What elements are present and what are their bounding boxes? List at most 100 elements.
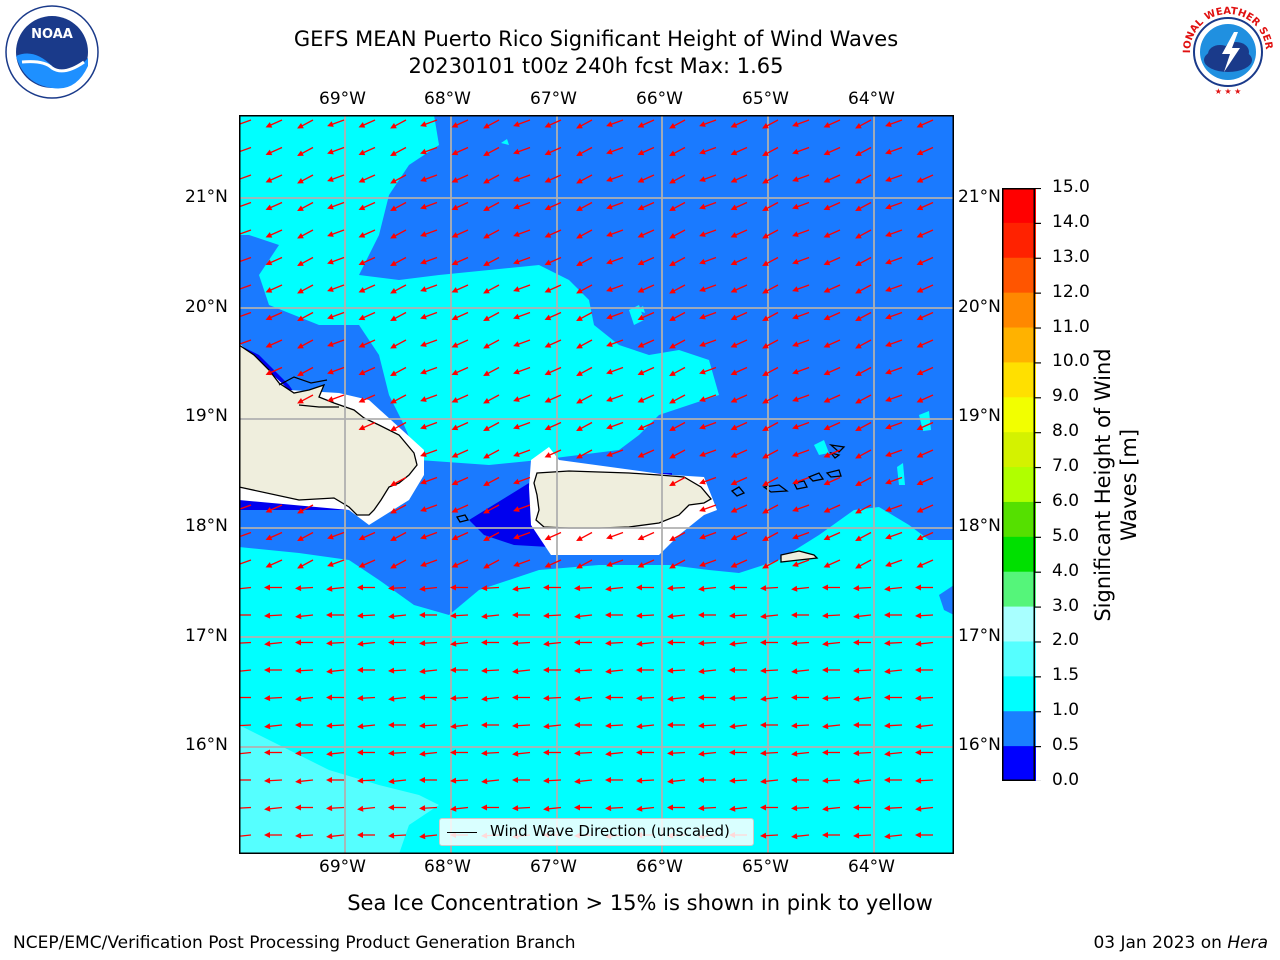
- wave-direction-arrowhead: [729, 805, 736, 812]
- wave-direction-arrowhead: [450, 640, 457, 647]
- wave-direction-arrowhead: [357, 584, 363, 591]
- wave-direction-arrowhead: [791, 750, 798, 757]
- wave-direction-arrowhead: [451, 314, 459, 321]
- wave-direction-arrowhead: [853, 722, 859, 728]
- wave-direction-arrowhead: [636, 640, 643, 647]
- wave-direction-arrowhead: [481, 778, 488, 785]
- wave-direction-arrowhead: [915, 777, 922, 784]
- wave-band-1.0-1.5-east-patch: [939, 585, 954, 615]
- wave-direction-arrowhead: [451, 424, 459, 431]
- wave-direction-arrowhead: [916, 342, 924, 348]
- wave-direction-arrowhead: [791, 668, 798, 675]
- wave-direction-arrowhead: [357, 832, 363, 838]
- wave-direction-arrowhead: [792, 148, 799, 155]
- wave-direction-arrowhead: [637, 122, 645, 128]
- wave-direction-arrowhead: [669, 452, 676, 459]
- wave-direction-arrowhead: [544, 149, 552, 156]
- wave-direction-arrowhead: [855, 562, 862, 569]
- wave-direction-arrowhead: [762, 452, 769, 459]
- wave-direction-arrowhead: [699, 258, 706, 265]
- wave-direction-arrowhead: [855, 452, 862, 459]
- wave-direction-arrowhead: [512, 805, 519, 812]
- map-legend: Wind Wave Direction (unscaled): [439, 818, 754, 846]
- wave-direction-arrowhead: [915, 749, 921, 756]
- wave-direction-arrowhead: [483, 150, 490, 156]
- wave-direction-arrowhead: [513, 341, 520, 347]
- wave-direction-arrowhead: [327, 231, 334, 237]
- colorbar-segment: [1002, 362, 1036, 398]
- wave-direction-arrowhead: [699, 368, 706, 375]
- wave-direction-arrowhead: [450, 749, 456, 756]
- wave-direction-arrowhead: [357, 805, 364, 812]
- wave-direction-arrowhead: [451, 204, 459, 211]
- wave-direction-arrowhead: [699, 286, 706, 292]
- wave-direction-arrowhead: [729, 695, 736, 702]
- wave-direction-arrowhead: [326, 668, 333, 675]
- map-frame: [239, 115, 954, 854]
- wave-direction-arrowhead: [885, 478, 892, 485]
- wave-direction-arrowhead: [265, 287, 273, 293]
- colorbar-segment: [1002, 606, 1036, 642]
- lon-label-top-69w: 69°W: [319, 89, 366, 109]
- wave-band-speck-3: [897, 463, 905, 485]
- wave-direction-arrowhead: [823, 342, 831, 348]
- wave-direction-arrowhead: [420, 423, 427, 430]
- wave-direction-arrowhead: [451, 507, 459, 513]
- wave-direction-arrowhead: [916, 149, 924, 156]
- wave-direction-arrowhead: [915, 667, 921, 673]
- lat-label-left-20n: 20°N: [185, 297, 228, 317]
- wave-direction-arrowhead: [605, 750, 612, 757]
- wave-direction-arrowhead: [791, 805, 798, 812]
- wave-direction-arrowhead: [544, 424, 552, 431]
- wave-direction-arrowhead: [327, 396, 334, 402]
- wave-direction-arrowhead: [358, 177, 366, 183]
- wave-direction-arrowhead: [512, 585, 519, 592]
- wave-direction-arrowhead: [729, 749, 735, 756]
- wave-direction-arrowhead: [451, 534, 459, 541]
- wave-direction-arrowhead: [451, 149, 459, 156]
- wave-direction-arrowhead: [513, 533, 520, 540]
- wave-direction-arrowhead: [823, 149, 831, 156]
- wave-direction-arrowhead: [698, 640, 705, 647]
- wave-direction-arrowhead: [730, 177, 738, 183]
- wave-direction-arrowhead: [606, 451, 613, 457]
- lat-label-right-17n: 17°N: [958, 626, 1001, 646]
- wave-direction-arrowhead: [855, 150, 862, 156]
- wave-direction-arrowhead: [327, 176, 334, 182]
- wave-direction-arrowhead: [637, 314, 645, 321]
- wave-direction-arrow: [239, 339, 252, 346]
- wave-direction-arrowhead: [916, 259, 924, 266]
- wave-direction-arrowhead: [730, 122, 738, 128]
- wave-direction-arrowhead: [358, 314, 366, 321]
- wave-direction-arrowhead: [915, 832, 921, 838]
- wave-direction-arrowhead: [483, 232, 490, 239]
- wave-direction-arrowhead: [822, 723, 829, 730]
- wave-direction-arrowhead: [574, 750, 581, 757]
- nws-logo: NATIONAL WEATHER SERVICE ★ ★ ★: [1180, 4, 1274, 98]
- wave-direction-arrowhead: [884, 585, 891, 592]
- wave-direction-arrowhead: [483, 122, 490, 129]
- wave-direction-arrowhead: [544, 452, 552, 458]
- wave-direction-arrowhead: [576, 452, 583, 459]
- wave-direction-arrowhead: [822, 805, 829, 812]
- wave-direction-arrowhead: [420, 368, 427, 375]
- wave-direction-arrowhead: [698, 668, 705, 675]
- wave-direction-arrowhead: [792, 396, 799, 402]
- wave-direction-arrowhead: [762, 507, 769, 514]
- wave-direction-arrowhead: [667, 667, 674, 674]
- wave-direction-arrowhead: [357, 640, 364, 647]
- wave-direction-arrowhead: [729, 584, 735, 591]
- wave-direction-arrowhead: [637, 342, 645, 348]
- wave-direction-arrowhead: [698, 805, 705, 812]
- colorbar-segment: [1002, 746, 1036, 781]
- wave-direction-arrowhead: [358, 369, 366, 376]
- wave-direction-arrow: [239, 174, 252, 181]
- lat-label-left-21n: 21°N: [185, 187, 228, 207]
- wave-direction-arrowhead: [420, 506, 427, 512]
- wave-direction-arrowhead: [637, 424, 645, 431]
- wave-direction-arrowhead: [729, 667, 735, 673]
- wave-direction-arrowhead: [884, 640, 891, 647]
- lon-label-top-65w: 65°W: [742, 89, 789, 109]
- wave-direction-arrowhead: [669, 315, 676, 321]
- wave-direction-arrowhead: [637, 397, 645, 403]
